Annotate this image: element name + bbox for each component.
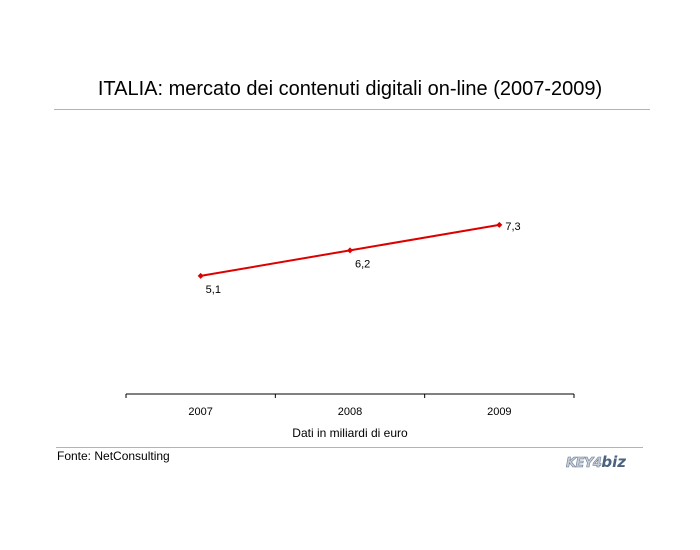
logo-suffix: biz [601,453,627,471]
footer-divider [56,447,643,448]
source-note: Fonte: NetConsulting [57,449,170,463]
x-tick-label: 2009 [487,406,511,418]
data-label: 7,3 [505,221,520,233]
x-axis [125,393,575,398]
data-point [197,272,204,279]
key4biz-logo: KEY4biz [566,452,642,474]
x-axis-label: Dati in miliardi di euro [292,426,408,440]
title-divider [54,109,650,110]
data-label: 5,1 [206,284,221,296]
data-point [347,247,353,254]
data-labels: 5,1 6,2 7,3 [206,221,521,296]
data-label: 6,2 [355,258,370,270]
x-tick-labels: 2007 2008 2009 [188,406,511,418]
chart-title: ITALIA: mercato dei contenuti digitali o… [97,78,603,100]
data-point [496,221,503,228]
logo-prefix: KEY4 [566,456,603,472]
x-tick-label: 2007 [188,406,212,418]
x-tick-label: 2008 [338,406,362,418]
series-group [197,221,503,279]
